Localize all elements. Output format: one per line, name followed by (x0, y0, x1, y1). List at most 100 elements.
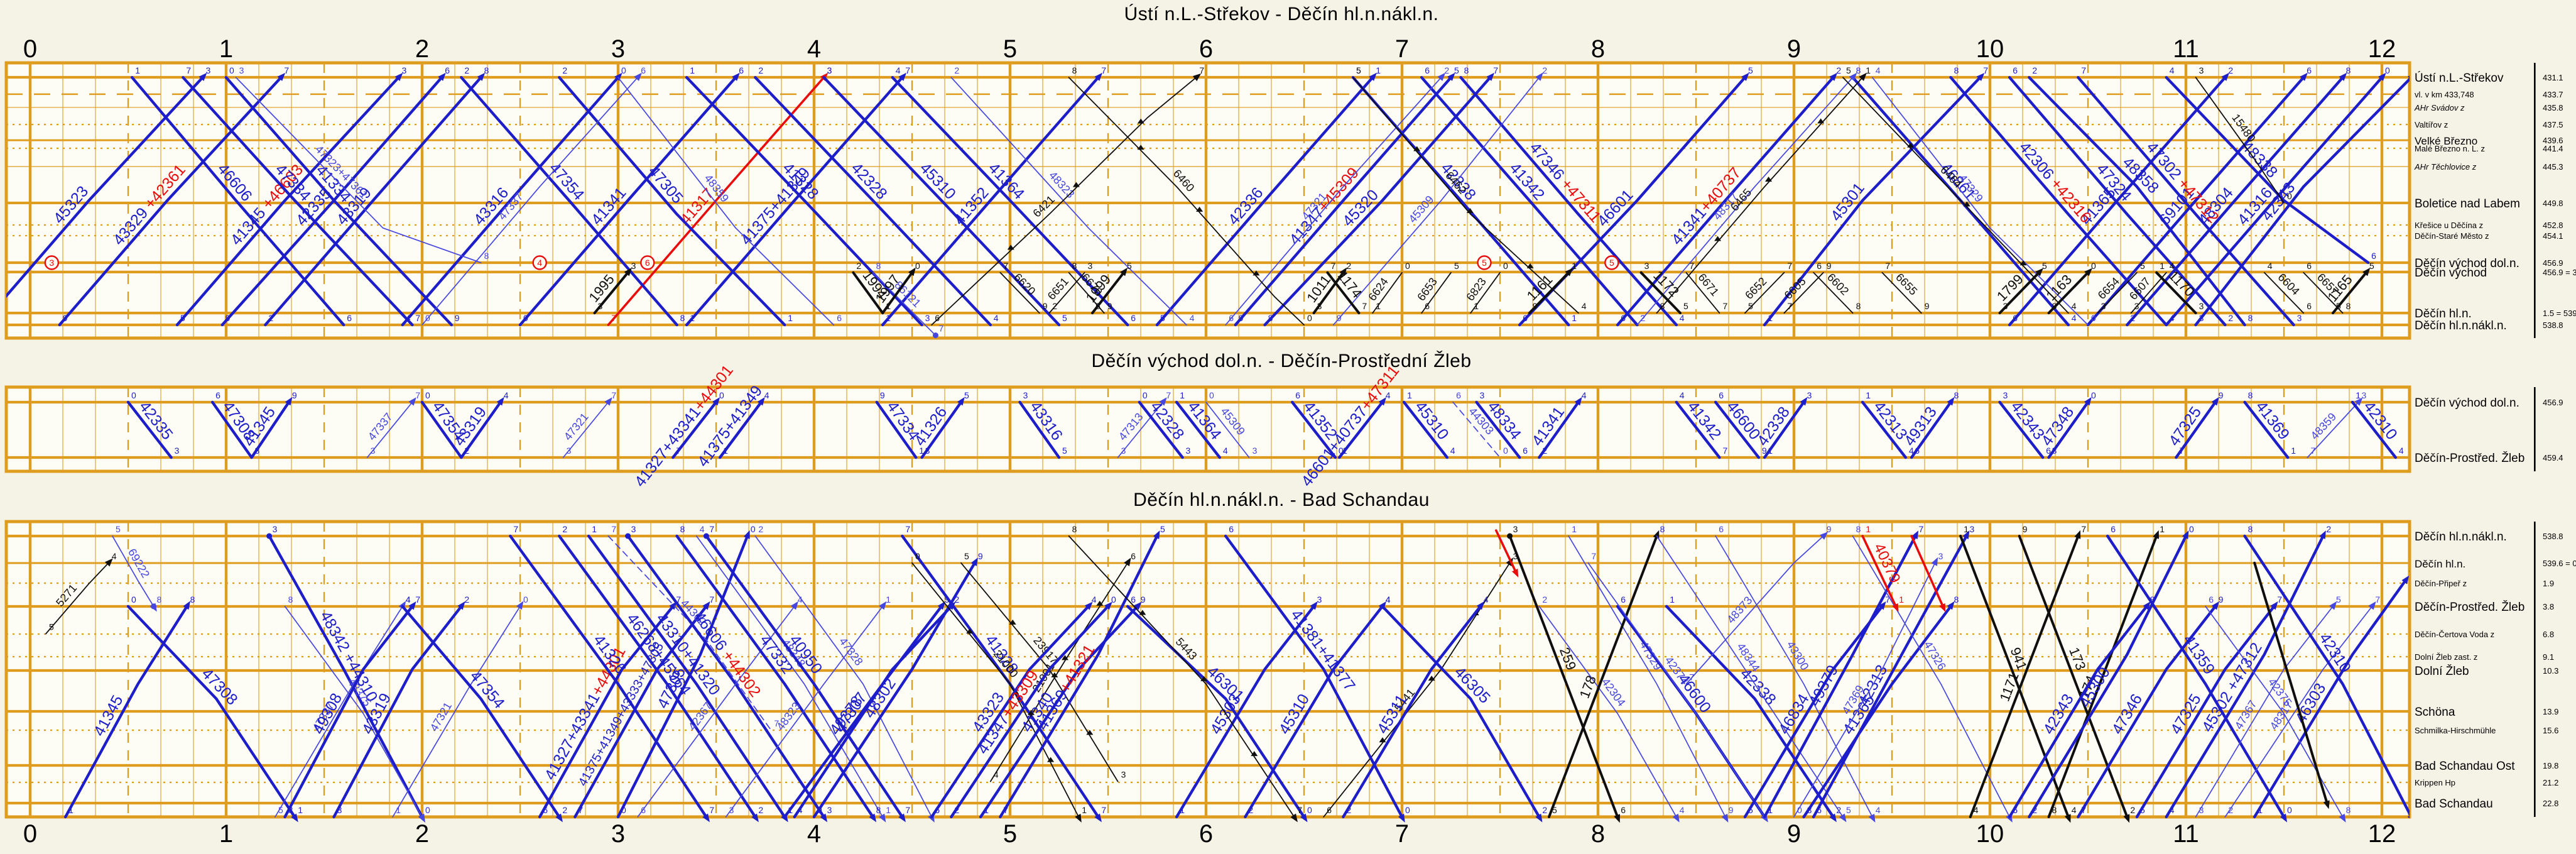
circled-number: 5 (1477, 255, 1492, 270)
triangle-marker-icon (1428, 676, 1435, 681)
arrowhead-icon (555, 813, 563, 823)
minute-digit: 0 (915, 261, 920, 271)
circled-number: 4 (532, 255, 547, 270)
triangle-marker-icon (1963, 201, 1970, 207)
minute-digit: 4 (2170, 261, 2175, 271)
arrowhead-icon (970, 557, 978, 567)
minute-digit: 2 (464, 446, 469, 456)
minute-digit: 7 (2179, 446, 2184, 456)
minute-digit: 7 (1297, 805, 1302, 815)
minute-digit: 6 (1621, 805, 1626, 815)
minute-digit: 1 (919, 446, 924, 456)
minute-digit: 5 (1454, 65, 1459, 75)
minute-digit: 1 (886, 805, 891, 815)
station-label: Děčín-Připeř z (2415, 579, 2467, 588)
minute-digit: 7 (1787, 261, 1792, 271)
triangle-marker-icon (1137, 118, 1144, 124)
minute-digit: 2 (1346, 261, 1351, 271)
minute-digit: 8 (1856, 65, 1861, 75)
minute-digit: 3 (925, 313, 930, 323)
arrowhead-icon (2280, 813, 2288, 823)
minute-digit: 1 (1768, 313, 1773, 323)
minute-digit: 3 (598, 301, 603, 311)
arrowhead-icon (1839, 813, 1847, 823)
triangle-marker-icon (1047, 757, 1055, 762)
arrowhead-icon (1947, 397, 1955, 406)
hour-label: 9 (1786, 820, 1802, 848)
arrowhead-icon (2407, 816, 2410, 819)
minute-digit: 6 (641, 805, 646, 815)
arrowhead-icon (1878, 601, 1886, 610)
minute-digit: 5 (1062, 313, 1067, 323)
arrowhead-icon (1892, 603, 1899, 612)
minute-digit: 0 (817, 805, 822, 815)
minute-digit: 8 (876, 261, 881, 271)
station-label: Schmilka-Hirschmühle (2415, 726, 2496, 735)
minute-digit: 0 (621, 65, 626, 75)
minute-digit: 4 (798, 805, 803, 815)
arrowhead-icon (418, 813, 425, 823)
minute-digit: 4 (504, 390, 509, 400)
minute-digit: 0 (2189, 524, 2194, 534)
minute-digit: 4 (764, 390, 769, 400)
arrowhead-icon (1820, 532, 1829, 540)
minute-digit: 7 (513, 524, 518, 534)
arrowhead-icon (820, 813, 828, 823)
minute-digit: 7 (676, 594, 681, 605)
minute-digit: 0 (1143, 390, 1148, 400)
minute-digit: 2 (1542, 446, 1547, 456)
arrowhead-icon (1829, 813, 1837, 823)
station-km: 15.6 (2543, 726, 2558, 735)
arrowhead-icon (457, 601, 465, 610)
minute-digit: 3 (2134, 301, 2139, 311)
minute-digit: 3 (2199, 805, 2204, 815)
minute-digit: 3 (827, 65, 832, 75)
hour-label: 5 (1003, 35, 1018, 63)
triangle-marker-icon (1028, 709, 1035, 715)
minute-digit: 0 (1405, 805, 1410, 815)
minute-digit: 6 (1131, 313, 1136, 323)
triangle-marker-icon (1200, 676, 1208, 681)
minute-digit: 8 (157, 594, 162, 605)
minute-digit: 6 (2307, 261, 2312, 271)
minute-digit: 0 (1307, 805, 1312, 815)
station-label: Děčín-Prostřed. Žleb (2415, 600, 2524, 614)
minute-digit: 4 (2170, 313, 2175, 323)
minute-digit: 1 (2291, 446, 2296, 456)
panel-2: 0342335684730889413453747337024735424433… (4, 362, 2563, 490)
arrowhead-icon (2074, 530, 2081, 539)
station-km: 6.8 (2543, 630, 2554, 639)
minute-digit: 7 (1199, 65, 1204, 75)
arrowhead-icon (2319, 530, 2326, 540)
minute-digit: 5 (1748, 65, 1753, 75)
minute-digit: 7 (1101, 65, 1106, 75)
minute-digit: 1 (1572, 313, 1577, 323)
minute-digit: 0 (523, 594, 528, 605)
station-km: 431.1 (2543, 73, 2563, 82)
minute-digit: 4 (1582, 390, 1587, 400)
minute-digit: 2 (268, 313, 273, 323)
minute-digit: 1 (690, 65, 695, 75)
arrowhead-icon (1868, 813, 1876, 823)
station-km: 3.8 (2543, 602, 2554, 611)
minute-digit: 0 (523, 313, 528, 323)
arrowhead-icon (394, 72, 403, 81)
minute-digit: 8 (1660, 301, 1665, 311)
minute-digit: 0 (621, 65, 626, 75)
minute-digit: 3 (175, 446, 180, 456)
station-km: 1.5 = 539.6 (2543, 309, 2576, 318)
minute-digit: 8 (2150, 594, 2155, 605)
station-km: 10.3 (2543, 666, 2558, 676)
minute-digit: 0 (1209, 390, 1214, 400)
minute-digit: 3 (1023, 390, 1028, 400)
minute-digit: 2 (1542, 65, 1547, 75)
minute-digit: 7 (1885, 594, 1890, 605)
arrowhead-icon (624, 268, 632, 276)
arrowhead-icon (604, 397, 612, 406)
arrowhead-icon (2143, 601, 2151, 610)
minute-digit: 4 (112, 551, 117, 561)
minute-digit: 3 (273, 524, 278, 534)
minute-digit: 7 (2081, 524, 2086, 534)
station-label: Děčín hl.n. (2415, 558, 2465, 570)
